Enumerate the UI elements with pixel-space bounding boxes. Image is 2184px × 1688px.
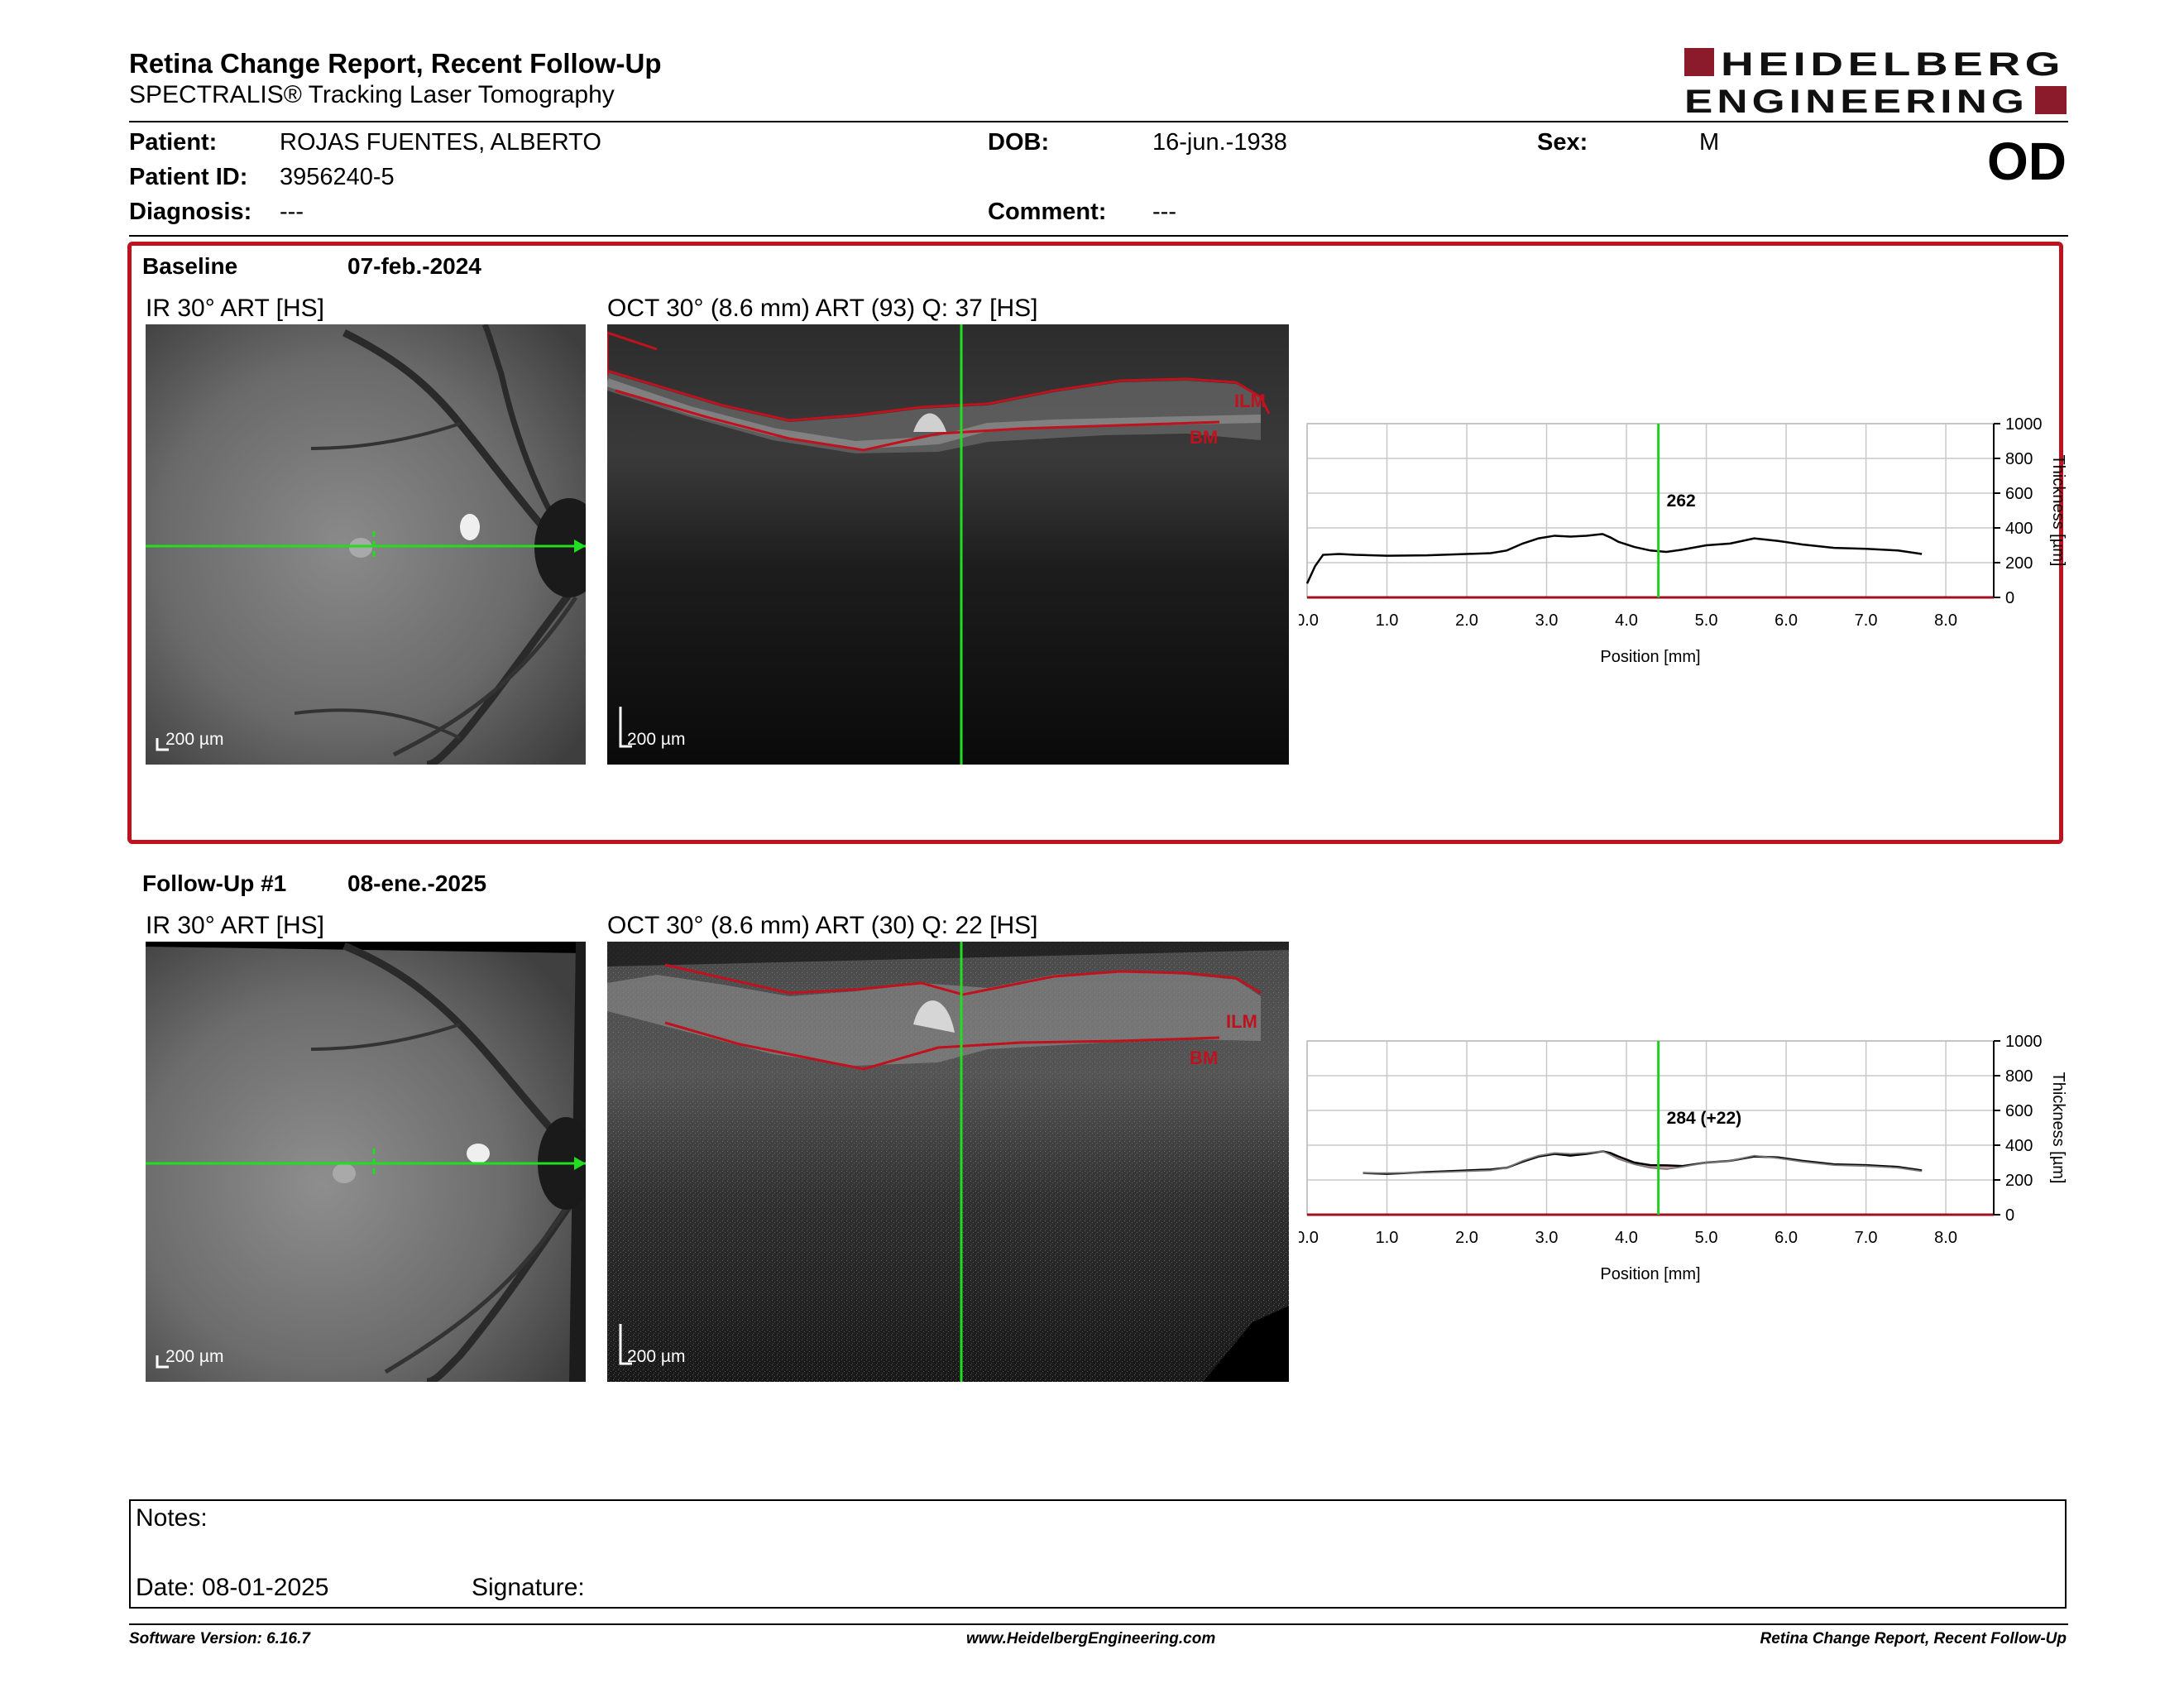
baseline-ilm-label: ILM [1234, 391, 1266, 411]
followup-oct-scale: 200 µm [627, 1347, 686, 1366]
x-tick-label: 2.0 [1455, 1229, 1478, 1247]
y-tick-label: 0 [2005, 1206, 2014, 1225]
dob-value: 16-jun.-1938 [1152, 129, 1287, 156]
plot-frame [1306, 423, 1995, 598]
header-divider [129, 121, 2068, 122]
y-axis-label: Thickness [µm] [2049, 455, 2067, 567]
sex-value: M [1699, 129, 1720, 156]
logo-line2: ENGINEERING [1684, 84, 2028, 116]
x-tick-label: 5.0 [1695, 1229, 1718, 1247]
y-tick-label: 200 [2005, 1172, 2033, 1190]
footer-report-name: Retina Change Report, Recent Follow-Up [1760, 1630, 2067, 1647]
baseline-ir-image: 200 µm [146, 324, 586, 765]
patient-id-label: Patient ID: [129, 164, 248, 190]
x-tick-label: 3.0 [1535, 611, 1559, 630]
followup-label: Follow-Up #1 [142, 870, 287, 896]
y-tick-label: 0 [2005, 589, 2014, 607]
x-tick-label: 4.0 [1615, 1229, 1638, 1247]
logo-line1: HEIDELBERG [1721, 46, 2065, 83]
baseline-ir-scale: 200 µm [165, 730, 224, 749]
x-tick-label: 6.0 [1774, 611, 1798, 630]
cursor-value-label: 262 [1667, 492, 1696, 511]
followup-thickness-chart: 0.0 1.0 2.0 3.0 4.0 5.0 6.0 7.0 8.0 0 200 400 600 800… [1299, 1033, 2067, 1283]
y-axis-label: Thickness [µm] [2049, 1072, 2067, 1184]
x-tick-label: 6.0 [1774, 1229, 1798, 1247]
y-tick-label: 400 [2005, 1137, 2033, 1155]
baseline-bm-label: BM [1190, 427, 1218, 448]
x-tick-label: 4.0 [1615, 611, 1638, 630]
footer-software: Software Version: 6.16.7 [129, 1630, 310, 1647]
baseline-date: 07-feb.-2024 [347, 253, 481, 279]
diagnosis-value: --- [280, 199, 304, 225]
patient-name: ROJAS FUENTES, ALBERTO [280, 129, 601, 156]
notes-box [129, 1499, 2067, 1609]
followup-ir-caption: IR 30° ART [HS] [146, 912, 324, 939]
followup-oct-image: ILM BM 200 µm [607, 942, 1289, 1382]
followup-ir-image: 200 µm [146, 942, 586, 1382]
x-tick-label: 1.0 [1376, 1229, 1399, 1247]
report-title: Retina Change Report, Recent Follow-Up [129, 48, 662, 79]
x-tick-label: 7.0 [1855, 611, 1878, 630]
y-tick-label: 800 [2005, 1067, 2033, 1086]
footer-website: www.HeidelbergEngineering.com [966, 1630, 1216, 1647]
baseline-panel [127, 242, 2063, 844]
x-tick-label: 1.0 [1376, 611, 1399, 630]
report-subtitle: SPECTRALIS® Tracking Laser Tomography [129, 81, 615, 108]
dob-label: DOB: [988, 129, 1050, 156]
x-tick-label: 7.0 [1855, 1229, 1878, 1247]
baseline-ir-caption: IR 30° ART [HS] [146, 295, 324, 322]
comment-value: --- [1152, 199, 1176, 225]
x-tick-label: 0.0 [1299, 611, 1319, 630]
logo-square-bottom [2035, 86, 2067, 114]
x-tick-label: 8.0 [1934, 1229, 1957, 1247]
y-tick-label: 600 [2005, 485, 2033, 503]
x-tick-label: 0.0 [1299, 1229, 1319, 1247]
followup-oct-caption: OCT 30° (8.6 mm) ART (30) Q: 22 [HS] [607, 912, 1038, 939]
followup-date: 08-ene.-2025 [347, 870, 487, 896]
baseline-oct-scale: 200 µm [627, 730, 686, 749]
y-tick-label: 200 [2005, 554, 2033, 573]
date-label: Date: 08-01-2025 [136, 1574, 329, 1601]
y-tick-label: 800 [2005, 450, 2033, 468]
diagnosis-label: Diagnosis: [129, 199, 252, 225]
x-tick-label: 3.0 [1535, 1229, 1559, 1247]
followup-bm-label: BM [1190, 1048, 1218, 1068]
baseline-oct-caption: OCT 30° (8.6 mm) ART (93) Q: 37 [HS] [607, 295, 1038, 322]
baseline-oct-image: ILM BM 200 µm [607, 324, 1289, 765]
patient-label: Patient: [129, 129, 218, 156]
x-axis-label: Position [mm] [1600, 648, 1700, 666]
signature-label: Signature: [472, 1574, 585, 1601]
y-tick-label: 400 [2005, 520, 2033, 538]
info-divider [129, 235, 2068, 237]
eye-indicator: OD [1987, 132, 2067, 191]
x-tick-label: 2.0 [1455, 611, 1478, 630]
x-tick-label: 8.0 [1934, 611, 1957, 630]
baseline-reference-line [1363, 1150, 1923, 1174]
footer-divider [129, 1623, 2068, 1625]
followup-ilm-label: ILM [1226, 1011, 1257, 1032]
thickness-line [1305, 533, 1923, 584]
baseline-thickness-chart: 0.0 1.0 2.0 3.0 4.0 5.0 6.0 7.0 8.0 0 200 400 600 800… [1299, 415, 2067, 666]
followup-ir-scale: 200 µm [165, 1347, 224, 1366]
sex-label: Sex: [1537, 129, 1588, 156]
logo-square-top [1684, 48, 1714, 76]
plot-frame [1306, 1040, 1995, 1216]
thickness-line [1363, 1150, 1923, 1175]
x-axis-label: Position [mm] [1600, 1265, 1700, 1283]
x-tick-label: 5.0 [1695, 611, 1718, 630]
baseline-label: Baseline [142, 253, 238, 279]
notes-label: Notes: [136, 1504, 208, 1532]
cursor-value-label: 284 (+22) [1667, 1109, 1741, 1128]
y-tick-label: 1000 [2005, 1033, 2043, 1051]
comment-label: Comment: [988, 199, 1107, 225]
y-tick-label: 1000 [2005, 415, 2043, 434]
heidelberg-logo: HEIDELBERG ENGINEERING [1684, 46, 2067, 116]
patient-id-value: 3956240-5 [280, 164, 395, 190]
y-tick-label: 600 [2005, 1102, 2033, 1120]
